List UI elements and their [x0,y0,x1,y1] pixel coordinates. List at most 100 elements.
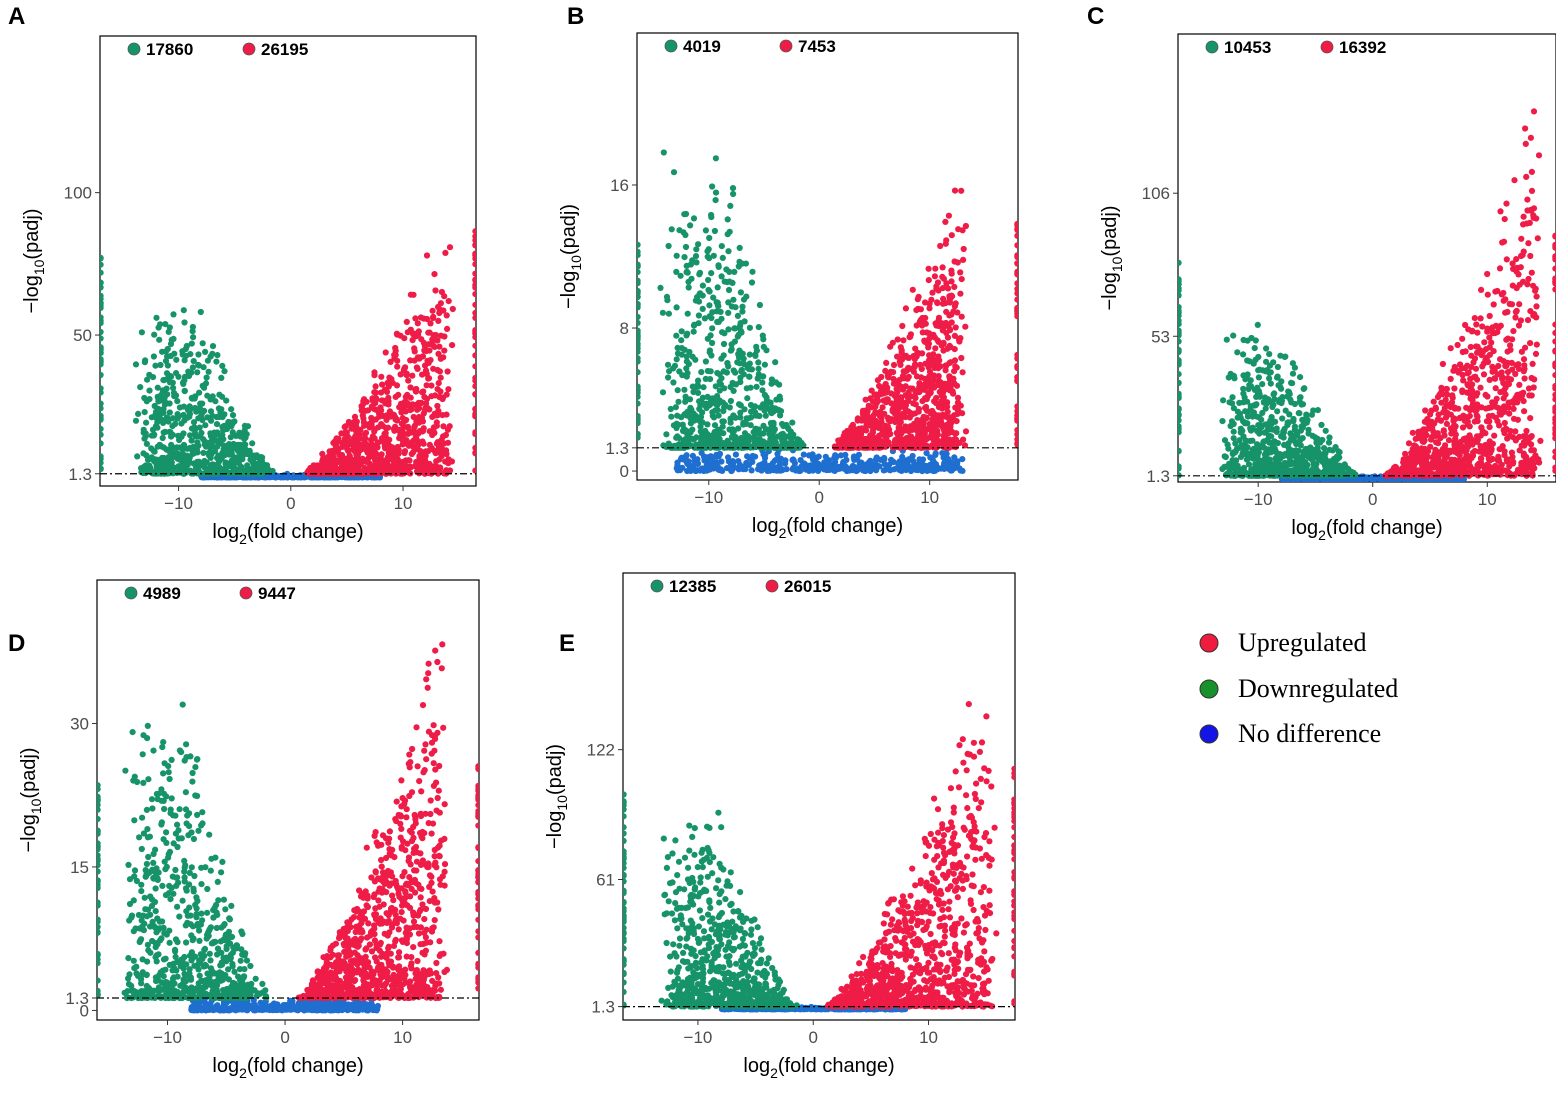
up-point [897,435,904,442]
down-point [674,350,682,357]
up-point [320,467,327,474]
up-point [444,439,452,446]
up-point [344,446,351,453]
down-point [727,347,735,354]
down-point [686,348,693,356]
ns-point [951,454,958,461]
up-point [948,270,955,277]
down-point [730,190,737,198]
down-point [664,361,672,368]
down-point [195,351,202,358]
up-point [354,464,361,471]
down-point [734,333,741,340]
up-point [342,423,349,430]
up-point [958,354,965,362]
down-point [731,268,738,275]
ns-point [831,467,838,474]
up-count: 7453 [798,37,836,56]
ns-point [732,451,740,458]
down-point [708,211,715,219]
down-point [761,361,769,368]
x-tick-label: −10 [164,494,193,513]
down-point [196,470,203,477]
up-point [948,232,955,239]
up-point [912,388,919,395]
up-point [353,444,360,451]
down-point [154,456,161,463]
up-point [415,328,422,335]
up-point [945,299,953,306]
up-point [420,388,427,395]
down-point [100,385,104,392]
down-point [166,448,173,455]
up-point [906,433,914,440]
down-point [196,424,203,431]
ns-point [760,451,767,458]
down-point [167,454,175,461]
down-point [702,227,710,234]
down-point [151,402,158,410]
down-point [682,427,689,434]
up-point [407,291,414,298]
down-point [637,261,641,268]
up-point [889,408,896,415]
up-point [847,427,854,434]
down-point [771,435,778,442]
up-point [435,407,442,415]
down-point [168,441,175,448]
down-point [180,380,187,387]
up-point [403,370,410,377]
down-point [726,268,733,275]
up-point [438,288,445,296]
down-point [637,313,641,321]
down-point [698,369,705,376]
down-point [141,409,148,416]
ns-point [284,474,291,481]
panel-letter: A [8,3,25,30]
down-point [755,359,762,366]
down-point [202,348,209,355]
down-point [1318,421,1325,428]
ns-point [674,462,681,469]
up-point [472,405,476,412]
up-point [952,324,959,331]
up-point [913,322,920,329]
up-point [917,438,924,445]
down-point [145,456,152,463]
down-point [100,405,104,412]
up-point [397,371,404,378]
up-point [416,470,423,477]
up-point [442,249,449,256]
up-point [1014,271,1018,278]
up-point [909,426,916,433]
down-point [706,255,713,262]
up-point [880,439,888,446]
up-point [432,287,439,294]
down-point [727,397,735,405]
up-point [437,444,444,451]
up-point [883,359,890,366]
up-point [472,383,476,390]
down-point [157,361,164,369]
down-point [683,412,690,419]
up-point [444,426,451,433]
down-point [734,359,741,366]
ns-point [807,462,814,469]
ns-point [689,452,697,459]
down-point [215,467,222,474]
ns-point [945,456,952,463]
down-point [100,299,104,306]
up-point [959,410,966,417]
down-point [664,297,671,304]
up-point [1014,378,1018,385]
ns-point [716,450,724,457]
up-point [943,280,950,287]
down-point [744,437,752,444]
up-point [883,396,890,403]
down-point [132,417,140,424]
up-point [404,423,412,430]
down-point [208,417,215,424]
up-point [432,450,439,457]
down-point [727,202,734,209]
